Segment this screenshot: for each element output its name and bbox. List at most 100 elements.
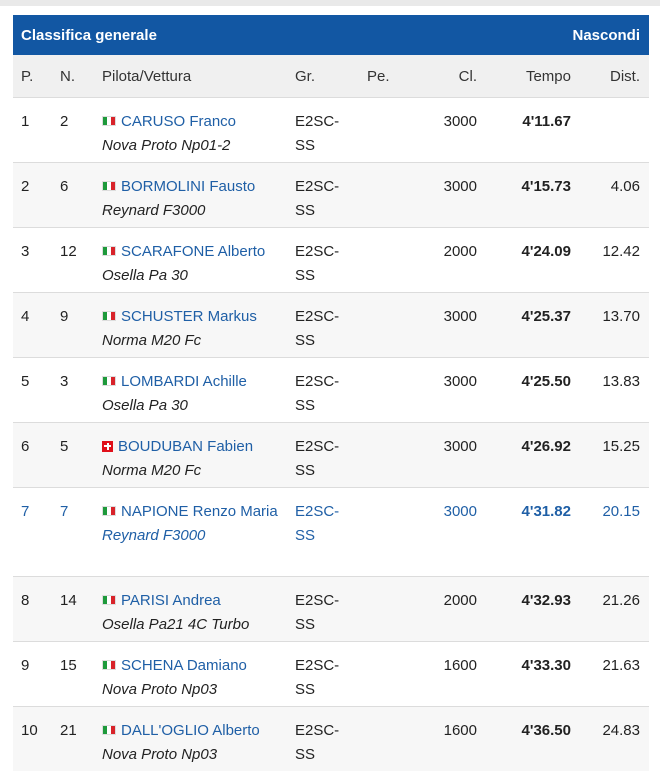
gap-cell: 4.06 xyxy=(610,178,640,195)
car-name: Osella Pa 30 xyxy=(102,267,188,284)
table-row[interactable]: 10 21 DALL'OGLIO Alberto Nova Proto Np03 E2S… xyxy=(13,706,649,771)
class-cell: 2000 xyxy=(443,243,477,260)
pilot-cell: LOMBARDI Achille Osella Pa 30 xyxy=(102,370,287,418)
group-cell: E2SC-SS xyxy=(295,178,340,219)
top-strip xyxy=(0,0,660,6)
gap-cell: 20.15 xyxy=(602,503,640,520)
class-cell: 1600 xyxy=(443,657,477,674)
number-cell: 3 xyxy=(60,373,69,390)
pilot-cell: CARUSO Franco Nova Proto Np01-2 xyxy=(102,110,287,158)
gap-cell: 15.25 xyxy=(602,438,640,455)
switzerland-flag-icon xyxy=(102,440,113,452)
car-name: Reynard F3000 xyxy=(102,202,206,219)
gap-cell: 21.26 xyxy=(602,592,640,609)
gap-cell: 13.70 xyxy=(602,308,640,325)
number-cell: 7 xyxy=(60,503,69,520)
driver-link[interactable]: SCHENA Damiano xyxy=(121,657,247,674)
driver-link[interactable]: LOMBARDI Achille xyxy=(121,373,247,390)
time-cell: 4'15.73 xyxy=(521,178,571,195)
driver-link[interactable]: SCARAFONE Alberto xyxy=(121,243,266,260)
class-cell: 3000 xyxy=(443,113,477,130)
pilot-cell: PARISI Andrea Osella Pa21 4C Turbo xyxy=(102,589,287,637)
table-row[interactable]: 6 5 BOUDUBAN Fabien Norma M20 Fc E2SC-SS 3000… xyxy=(13,422,649,487)
table-row[interactable]: 4 9 SCHUSTER Markus Norma M20 Fc E2SC-SS 3000… xyxy=(13,292,649,357)
time-cell: 4'26.92 xyxy=(521,438,571,455)
group-cell: E2SC-SS xyxy=(295,243,340,284)
hide-button[interactable]: Nascondi xyxy=(572,26,640,44)
table-row[interactable]: 3 12 SCARAFONE Alberto Osella Pa 30 E2SC-SS 2… xyxy=(13,227,649,292)
col-cl: Cl. xyxy=(458,68,477,85)
panel-header: Classifica generale Nascondi xyxy=(13,15,649,55)
car-name: Osella Pa21 4C Turbo xyxy=(102,616,250,633)
car-name: Norma M20 Fc xyxy=(102,462,202,479)
position-cell: 8 xyxy=(21,592,30,609)
car-name: Nova Proto Np01-2 xyxy=(102,137,231,154)
time-cell: 4'11.67 xyxy=(522,113,571,130)
italy-flag-icon xyxy=(102,181,116,192)
table-row[interactable]: 1 2 CARUSO Franco Nova Proto Np01-2 E2SC-SS 3… xyxy=(13,97,649,162)
table-row[interactable]: 5 3 LOMBARDI Achille Osella Pa 30 E2SC-SS 300… xyxy=(13,357,649,422)
number-cell: 15 xyxy=(60,657,77,674)
italy-flag-icon xyxy=(102,246,116,257)
col-gr: Gr. xyxy=(295,68,316,85)
driver-link[interactable]: BOUDUBAN Fabien xyxy=(118,438,254,455)
number-cell: 2 xyxy=(60,113,69,130)
table-body: 1 2 CARUSO Franco Nova Proto Np01-2 E2SC-SS 3… xyxy=(13,97,649,771)
group-cell: E2SC-SS xyxy=(295,113,340,154)
number-cell: 6 xyxy=(60,178,69,195)
car-name: Osella Pa 30 xyxy=(102,397,188,414)
classification-panel: Classifica generale Nascondi P. N. Pilot… xyxy=(13,15,649,771)
time-cell: 4'24.09 xyxy=(521,243,571,260)
group-cell: E2SC-SS xyxy=(295,657,340,698)
position-cell: 6 xyxy=(21,438,30,455)
table-row[interactable]: 2 6 BORMOLINI Fausto Reynard F3000 E2SC-SS 30… xyxy=(13,162,649,227)
position-cell: 7 xyxy=(21,503,30,520)
number-cell: 12 xyxy=(60,243,77,260)
position-cell: 3 xyxy=(21,243,30,260)
driver-link[interactable]: PARISI Andrea xyxy=(121,592,221,609)
position-cell: 4 xyxy=(21,308,30,325)
position-cell: 2 xyxy=(21,178,30,195)
pilot-cell: BORMOLINI Fausto Reynard F3000 xyxy=(102,175,287,223)
car-name: Reynard F3000 xyxy=(102,527,206,544)
number-cell: 14 xyxy=(60,592,77,609)
italy-flag-icon xyxy=(102,660,116,671)
col-dist: Dist. xyxy=(610,68,640,85)
time-cell: 4'31.82 xyxy=(521,503,571,520)
col-pilot: Pilota/Vettura xyxy=(102,68,192,85)
group-cell: E2SC-SS xyxy=(295,438,340,479)
driver-link[interactable]: NAPIONE Renzo Maria xyxy=(121,503,278,520)
car-name: Nova Proto Np03 xyxy=(102,746,218,763)
class-cell: 2000 xyxy=(443,592,477,609)
col-time: Tempo xyxy=(525,68,571,85)
table-row[interactable]: 8 14 PARISI Andrea Osella Pa21 4C Turbo E2SC… xyxy=(13,576,649,641)
table-header: P. N. Pilota/Vettura Gr. Pe. Cl. Tempo D… xyxy=(13,55,649,97)
time-cell: 4'32.93 xyxy=(521,592,571,609)
group-cell: E2SC-SS xyxy=(295,592,340,633)
col-num: N. xyxy=(60,68,75,85)
time-cell: 4'25.50 xyxy=(521,373,571,390)
time-cell: 4'25.37 xyxy=(521,308,571,325)
car-name: Norma M20 Fc xyxy=(102,332,202,349)
col-pos: P. xyxy=(21,68,34,85)
italy-flag-icon xyxy=(102,376,116,387)
pilot-cell: NAPIONE Renzo Maria Reynard F3000 xyxy=(102,500,287,548)
panel-title: Classifica generale xyxy=(21,26,157,44)
gap-cell: 24.83 xyxy=(602,722,640,739)
class-cell: 3000 xyxy=(443,178,477,195)
italy-flag-icon xyxy=(102,311,116,322)
driver-link[interactable]: BORMOLINI Fausto xyxy=(121,178,256,195)
driver-link[interactable]: CARUSO Franco xyxy=(121,113,237,130)
pilot-cell: BOUDUBAN Fabien Norma M20 Fc xyxy=(102,435,287,483)
italy-flag-icon xyxy=(102,595,116,606)
driver-link[interactable]: DALL'OGLIO Alberto xyxy=(121,722,260,739)
table-row[interactable]: 9 15 SCHENA Damiano Nova Proto Np03 E2SC-SS 1… xyxy=(13,641,649,706)
group-cell: E2SC-SS xyxy=(295,503,340,544)
position-cell: 5 xyxy=(21,373,30,390)
table-row[interactable]: 7 7 NAPIONE Renzo Maria Reynard F3000 E2SC-S… xyxy=(13,487,649,576)
driver-link[interactable]: SCHUSTER Markus xyxy=(121,308,257,325)
gap-cell: 21.63 xyxy=(602,657,640,674)
italy-flag-icon xyxy=(102,725,116,736)
col-pe: Pe. xyxy=(367,68,390,85)
position-cell: 1 xyxy=(21,113,30,130)
